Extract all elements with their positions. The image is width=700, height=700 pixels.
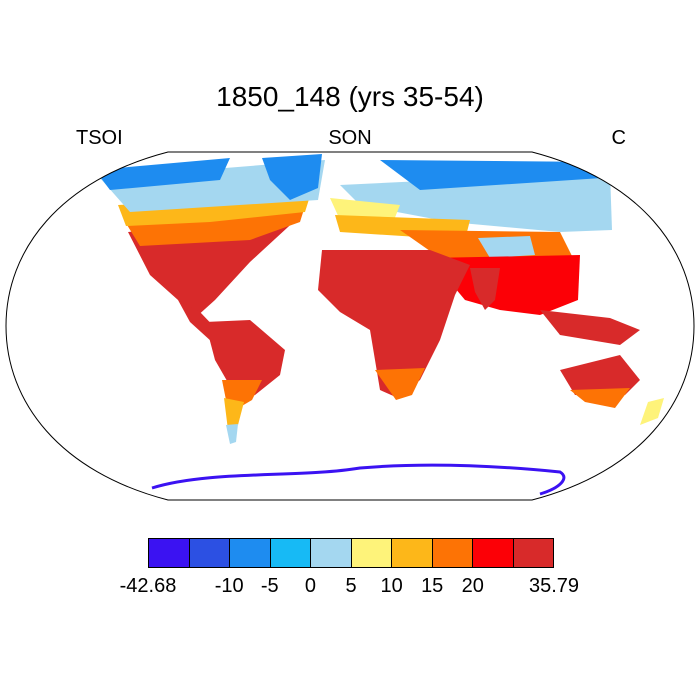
land-surface [95,154,664,496]
greenland [262,154,322,200]
southeast-asia [540,310,640,345]
map-outline [5,151,695,501]
colorbar-label: -42.68 [119,575,177,597]
colorbar-label: 35.79 [528,575,580,597]
africa-warm [318,250,470,398]
colorbar-box-1 [189,539,230,567]
africa-south-orange [375,368,425,400]
season-label: SON [328,127,372,149]
australia-warm [560,355,640,395]
colorbar-box-3 [270,539,311,567]
colorbar-box-5 [351,539,392,567]
colorbar-box-9 [513,539,553,567]
colorbar-label: -5 [260,575,279,597]
tibet-lightblue [478,236,535,258]
colorbar-label: 20 [461,575,484,597]
eurasia-blue [380,160,602,190]
south-america-tip [226,424,238,444]
south-america-warm [205,320,285,400]
north-america-blue [95,158,230,190]
colorbar-label: 10 [380,575,403,597]
colorbar [148,538,554,568]
new-zealand [640,398,664,425]
australia-south [570,388,630,408]
colorbar-label: 15 [421,575,444,597]
map-title: 1850_148 (yrs 35-54) [216,81,484,112]
colorbar-box-2 [230,539,271,567]
colorbar-box-4 [311,539,352,567]
colorbar-box-8 [473,539,514,567]
colorbar-label: 5 [345,575,357,597]
eurasia-lightblue [340,172,612,232]
colorbar-label: -10 [214,575,244,597]
colorbar-box-0 [149,539,190,567]
variable-label: TSOI [76,127,123,149]
colorbar-box-7 [432,539,473,567]
antarctica [151,463,566,496]
colorbar-label: 0 [304,575,316,597]
india [470,268,500,310]
colorbar-box-6 [392,539,433,567]
units-label: C [611,127,626,149]
south-america-yellow [224,398,244,430]
